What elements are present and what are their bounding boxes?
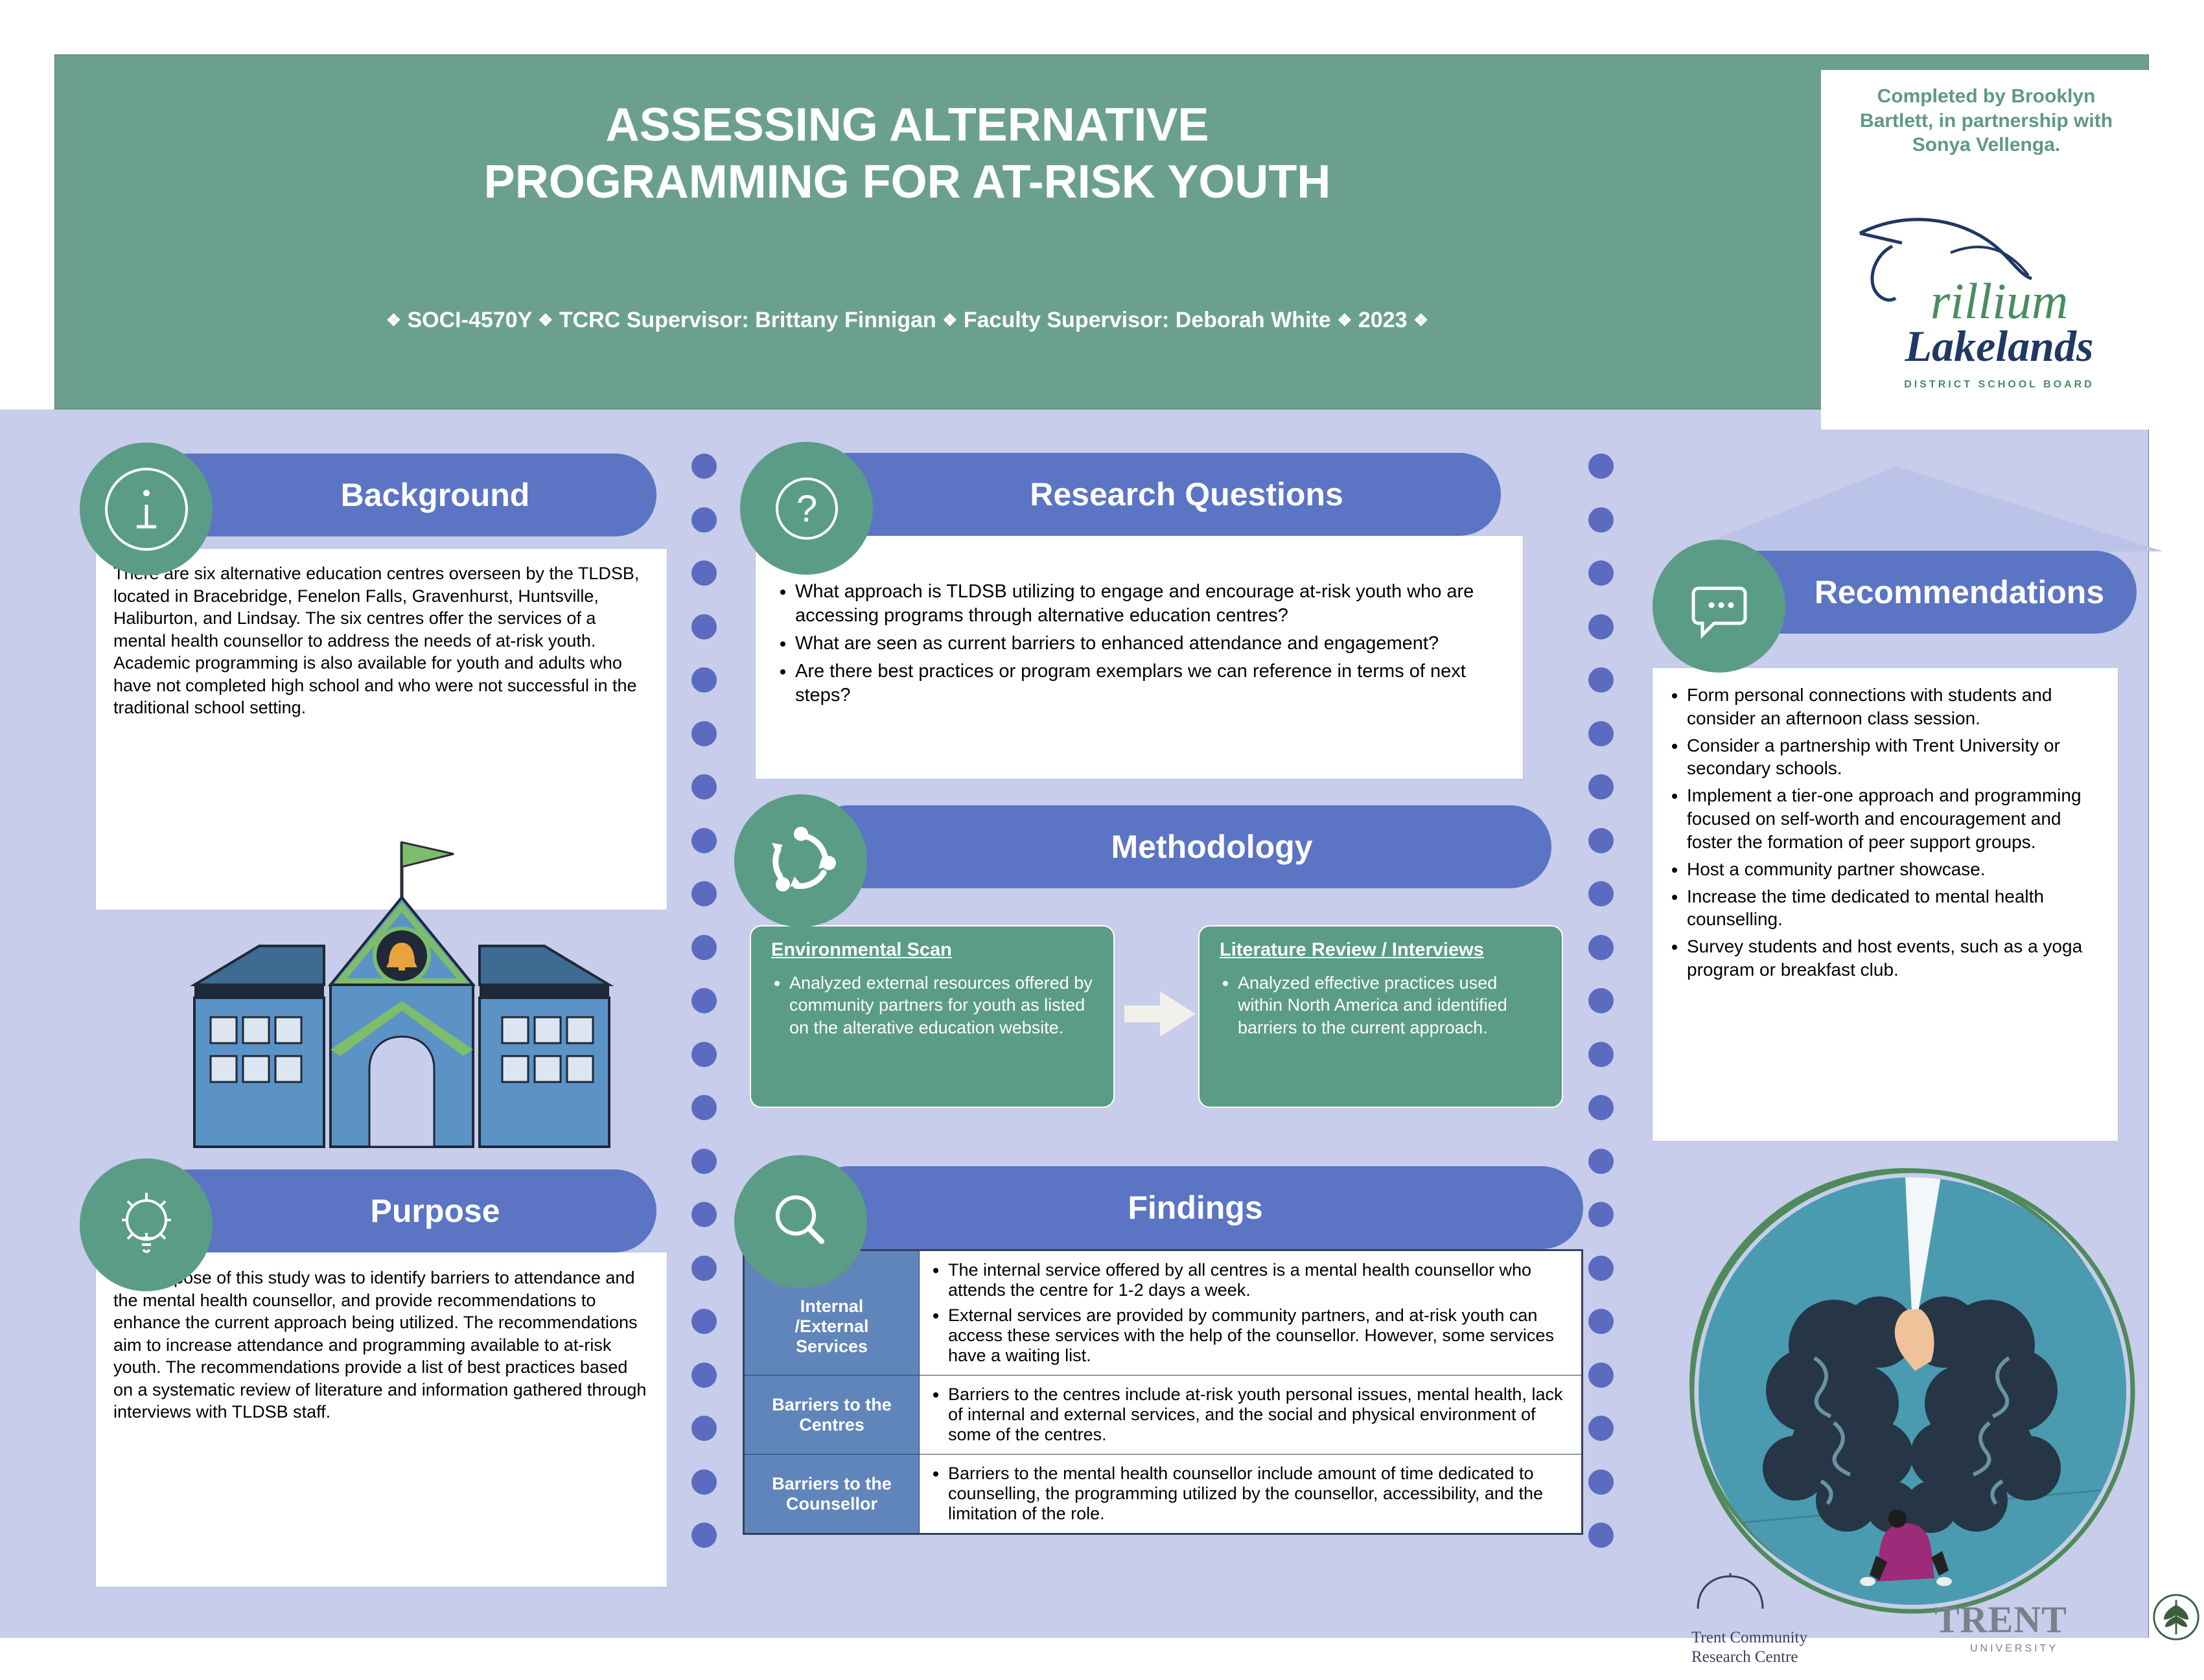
svg-text:?: ? bbox=[796, 488, 817, 530]
